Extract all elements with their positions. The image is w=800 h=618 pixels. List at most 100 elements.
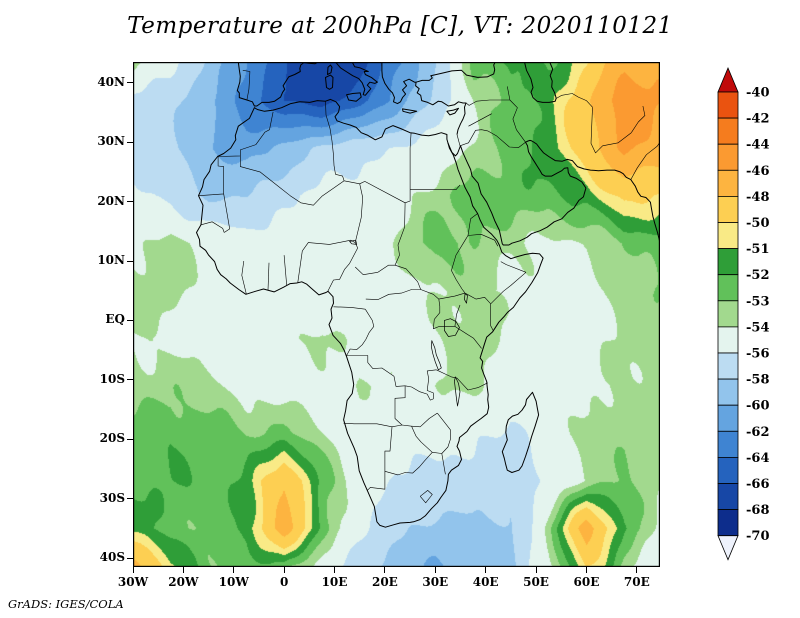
colorbar-tick-label: -64 — [746, 451, 770, 466]
country-border — [468, 113, 492, 127]
country-border — [327, 247, 358, 293]
lon-tick — [334, 567, 336, 573]
country-border — [631, 105, 646, 133]
colorbar-tick-label: -58 — [746, 373, 770, 388]
country-border — [240, 155, 345, 206]
coastline — [327, 64, 333, 75]
country-border — [242, 70, 251, 101]
country-border — [394, 202, 406, 266]
country-border — [354, 264, 395, 275]
lake-outline — [444, 318, 460, 337]
country-border — [343, 422, 412, 428]
lat-tick — [127, 319, 133, 321]
map-frame — [133, 62, 660, 567]
country-border — [630, 142, 660, 180]
country-border — [419, 490, 433, 504]
country-border — [217, 111, 274, 157]
colorbar-cell — [717, 91, 739, 119]
map-overlay — [133, 62, 660, 567]
colorbar-cell — [717, 274, 739, 302]
lat-tick-label: 10S — [99, 371, 125, 386]
lake-outline — [454, 376, 461, 407]
colorbar-cell — [717, 378, 739, 406]
country-border — [507, 86, 526, 143]
colorbar-tick-label: -40 — [746, 86, 770, 101]
lon-tick-label: 20E — [371, 575, 398, 589]
lat-tick-label: 40S — [99, 550, 125, 565]
country-border — [394, 385, 406, 426]
country-border — [200, 221, 225, 233]
country-border — [297, 250, 303, 283]
country-border — [437, 412, 451, 454]
colorbar-tick-label: -44 — [746, 138, 770, 153]
lon-tick — [636, 567, 638, 573]
country-border — [344, 180, 411, 204]
country-border — [384, 452, 433, 476]
country-border — [456, 134, 461, 146]
lat-tick-label: 20S — [99, 431, 125, 446]
lon-tick — [182, 567, 184, 573]
colorbar-cell — [717, 326, 739, 354]
country-border — [490, 303, 494, 331]
country-border — [367, 426, 393, 491]
country-border — [198, 156, 224, 196]
country-border — [464, 292, 491, 305]
country-border — [433, 299, 441, 329]
colorbar-tick-label: -62 — [746, 425, 770, 440]
colorbar-cell — [717, 66, 739, 93]
colorbar-cell — [717, 117, 739, 145]
country-border — [409, 132, 412, 190]
lon-tick — [535, 567, 537, 573]
country-border — [451, 235, 469, 294]
lat-tick — [127, 260, 133, 262]
lon-tick-label: 50E — [523, 575, 549, 589]
coastline — [196, 98, 544, 528]
colorbar: -40 -42 -44 -46 -48 -50 -51 -52 -53 -54 -56 -58 -60 -… — [717, 66, 770, 561]
colorbar-cell — [717, 404, 739, 432]
country-border — [410, 184, 461, 190]
colorbar-cell — [717, 352, 739, 380]
country-border — [223, 193, 230, 233]
country-border — [454, 326, 482, 349]
colorbar-tick-label: -46 — [746, 164, 770, 179]
colorbar-cell — [717, 143, 739, 171]
coastline — [447, 139, 660, 246]
lon-tick — [283, 567, 285, 573]
lat-tick — [127, 201, 133, 203]
lat-tick — [127, 438, 133, 440]
lat-tick-label: 10N — [97, 253, 125, 268]
lake-outline — [464, 293, 468, 304]
colorbar-cell — [717, 535, 739, 561]
coastline — [335, 62, 378, 96]
colorbar-tick-label: -66 — [746, 477, 770, 492]
lon-tick-label: 30E — [422, 575, 449, 589]
country-border — [436, 369, 488, 391]
lat-tick-label: 30S — [99, 490, 125, 505]
temperature-field-canvas — [133, 62, 660, 567]
country-border — [302, 239, 356, 252]
lon-tick — [485, 567, 487, 573]
coastline — [446, 107, 459, 116]
lon-tick-label: 70E — [623, 575, 650, 589]
country-border — [433, 326, 455, 330]
colorbar-tick-label: -48 — [746, 190, 770, 205]
coastline — [501, 391, 540, 473]
country-border — [325, 101, 333, 142]
country-border — [394, 264, 421, 290]
country-border — [555, 93, 593, 108]
lon-tick — [384, 567, 386, 573]
country-border — [346, 355, 406, 387]
lon-tick-label: 60E — [573, 575, 600, 589]
country-border — [438, 292, 466, 300]
colorbar-cell — [717, 195, 739, 223]
coastline — [325, 74, 334, 90]
country-border — [354, 183, 363, 249]
colorbar-tick-label: -54 — [746, 320, 770, 335]
coastline — [236, 62, 320, 107]
lon-tick — [233, 567, 235, 573]
plot-title: Temperature at 200hPa [C], VT: 202011012… — [127, 13, 673, 39]
lon-tick-label: 20W — [168, 575, 199, 589]
lat-tick-label: 20N — [97, 193, 125, 208]
colorbar-tick-label: -53 — [746, 294, 770, 309]
